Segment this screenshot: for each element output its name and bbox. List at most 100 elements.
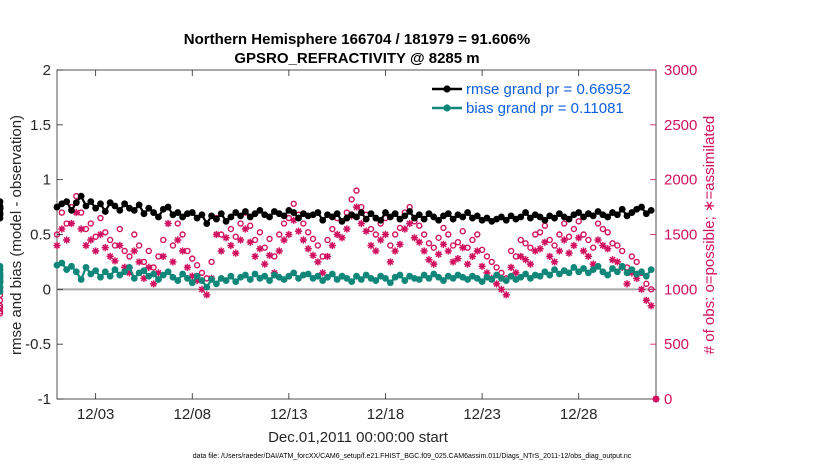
- rmse-series-point: [459, 213, 467, 221]
- bias-series-point: [77, 276, 85, 283]
- chart-subtitle: GPSRO_REFRACTIVITY @ 8285 m: [234, 50, 479, 67]
- obs-possible-point: [445, 231, 452, 238]
- rmse-series-point: [401, 212, 409, 220]
- obs-possible-point: [628, 253, 636, 260]
- y-right-tick-label: 1500: [664, 227, 697, 244]
- bias-series-point: [213, 280, 220, 288]
- obs-possible-point: [0, 297, 4, 304]
- obs-assimilated-point: [236, 236, 245, 244]
- obs-assimilated-point: [294, 227, 303, 235]
- bias-series-point: [647, 266, 655, 273]
- bias-series-point: [126, 264, 133, 271]
- rmse-series-point: [328, 213, 336, 221]
- obs-assimilated-point: [604, 245, 612, 253]
- obs-possible-point: [590, 244, 597, 251]
- obs-assimilated-point: [116, 241, 124, 250]
- bias-series-point: [435, 273, 443, 281]
- rmse-series-point: [68, 206, 75, 214]
- rmse-series-point: [338, 217, 346, 225]
- rmse-series-point: [77, 192, 85, 200]
- bias-series-point: [517, 273, 525, 281]
- obs-possible-point: [594, 220, 602, 227]
- bias-series-point: [609, 265, 616, 272]
- rmse-series-point: [101, 208, 109, 215]
- obs-assimilated-point: [367, 241, 375, 250]
- obs-assimilated-point: [198, 285, 206, 293]
- rmse-series-point: [415, 211, 423, 219]
- obs-possible-point: [189, 255, 196, 262]
- obs-assimilated-point: [420, 247, 428, 255]
- bias-series-point: [638, 268, 645, 276]
- obs-possible-point: [0, 310, 4, 317]
- rmse-series-point: [638, 203, 645, 211]
- obs-assimilated-point: [608, 256, 617, 264]
- obs-possible-point: [416, 222, 423, 229]
- rmse-series-point: [527, 214, 534, 222]
- obs-assimilated-point: [246, 238, 254, 246]
- obs-assimilated-point: [111, 257, 119, 265]
- obs-assimilated-point: [594, 236, 602, 244]
- bias-series-point: [343, 274, 351, 282]
- rmse-series-point: [232, 209, 240, 216]
- rmse-series-point: [541, 216, 549, 224]
- obs-assimilated-point: [82, 241, 90, 250]
- y-tick-label: 1.5: [30, 117, 51, 134]
- bias-series-point: [111, 266, 119, 273]
- rmse-series-point: [135, 201, 143, 209]
- obs-assimilated-point: [256, 245, 264, 253]
- rmse-series-point: [522, 209, 529, 216]
- obs-possible-point: [135, 242, 143, 249]
- rmse-series-point: [280, 212, 288, 220]
- rmse-series-point: [319, 216, 327, 224]
- obs-possible-point: [387, 242, 394, 249]
- obs-possible-point: [618, 247, 626, 255]
- legend-rmse-label: rmse grand pr = 0.66952: [466, 81, 631, 98]
- obs-possible-point: [575, 218, 582, 225]
- obs-assimilated-point: [396, 240, 404, 248]
- obs-possible-point: [561, 220, 568, 227]
- obs-possible-point: [459, 228, 466, 235]
- obs-possible-point: [261, 244, 268, 251]
- obs-possible-point: [276, 231, 283, 238]
- obs-assimilated-point: [507, 263, 515, 271]
- obs-possible-point: [0, 308, 4, 315]
- bias-series-point: [290, 269, 298, 277]
- bias-series-point: [241, 271, 249, 279]
- obs-possible-point: [121, 247, 128, 255]
- obs-assimilated-point: [599, 241, 607, 250]
- obs-assimilated-point: [174, 236, 182, 244]
- rmse-series-point: [502, 216, 510, 224]
- obs-assimilated-point: [280, 236, 288, 244]
- rmse-series-point: [483, 214, 491, 222]
- bias-series-point: [348, 278, 356, 286]
- obs-possible-point: [614, 242, 621, 249]
- obs-possible-point: [0, 291, 4, 299]
- bias-series-point: [121, 268, 129, 276]
- obs-assimilated-point: [135, 258, 143, 266]
- obs-assimilated-point: [550, 258, 559, 266]
- obs-possible-point: [372, 231, 380, 238]
- rmse-series-point: [314, 209, 322, 216]
- obs-assimilated-point: [633, 274, 641, 282]
- obs-possible-point: [290, 200, 297, 207]
- bias-series-point: [551, 266, 558, 273]
- obs-assimilated-point: [541, 238, 549, 246]
- bias-series-point: [130, 274, 138, 282]
- x-axis-label: Dec.01,2011 00:00:00 start: [268, 429, 449, 446]
- obs-assimilated-point: [343, 225, 351, 233]
- bias-series-point: [580, 265, 587, 272]
- bias-series-point: [594, 262, 602, 270]
- rmse-series-point: [589, 212, 597, 220]
- obs-possible-point: [570, 225, 578, 233]
- obs-assimilated-point: [406, 219, 414, 228]
- obs-possible-point: [483, 253, 491, 260]
- obs-assimilated-point: [58, 225, 66, 233]
- rmse-series-point: [382, 209, 389, 216]
- obs-possible-point: [97, 214, 104, 222]
- bias-series-point: [159, 271, 167, 279]
- bias-series-point: [0, 283, 4, 291]
- rmse-series-point: [295, 214, 302, 222]
- rmse-series-point: [507, 212, 515, 220]
- rmse-series-point: [362, 215, 370, 223]
- rmse-series-point: [435, 216, 443, 224]
